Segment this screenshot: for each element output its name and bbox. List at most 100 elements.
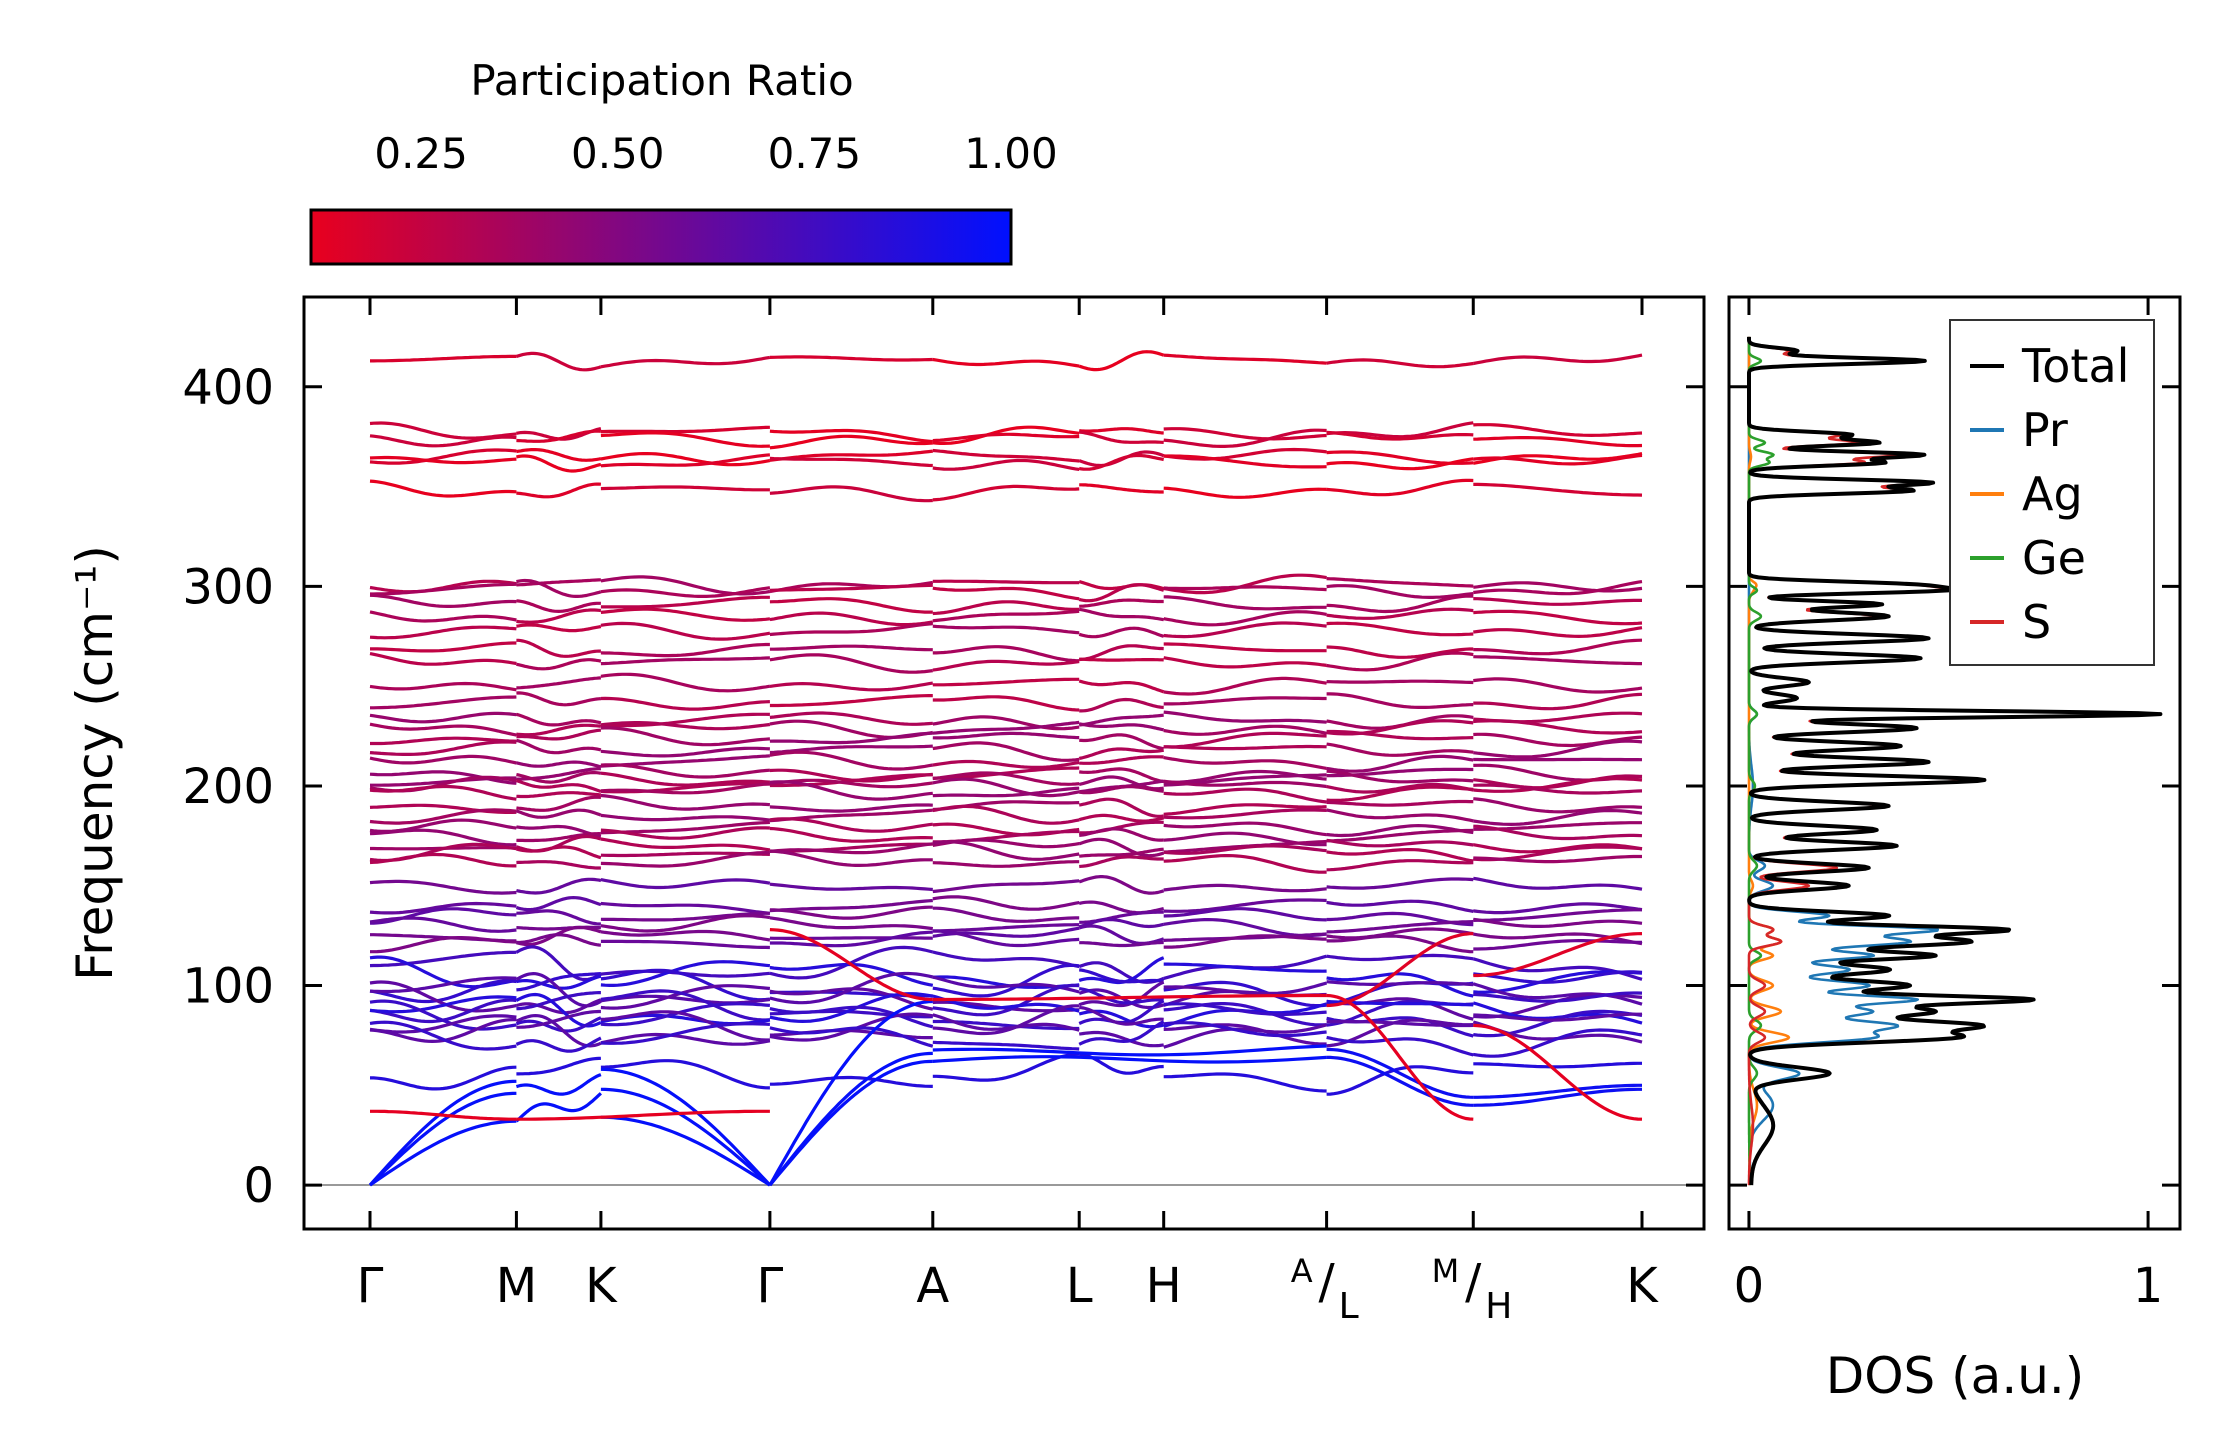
- phonon-band: [932, 357, 1080, 368]
- phonon-band: [600, 968, 771, 1002]
- phonon-band: [932, 677, 1080, 687]
- phonon-band: [600, 453, 771, 468]
- phonon-band: [1163, 486, 1327, 499]
- phonon-band: [932, 975, 1080, 994]
- phonon-band: [1078, 924, 1165, 945]
- phonon-band: [932, 804, 1080, 825]
- phonon-band: [369, 950, 517, 968]
- phonon-band: [369, 1020, 517, 1051]
- acoustic-branch: [932, 1044, 1327, 1057]
- phonon-band: [369, 976, 517, 994]
- acoustic-branch: [600, 1115, 771, 1187]
- acoustic-branch: [600, 1087, 771, 1187]
- phonon-band: [769, 622, 933, 637]
- colorbar: Participation Ratio 0.25 0.50 0.75 1.00: [309, 56, 1058, 266]
- phonon-band: [1163, 1072, 1327, 1093]
- svg-text:/: /: [1465, 1254, 1482, 1310]
- dos-x-tick-label: 0: [1734, 1258, 1765, 1314]
- x-tick-label: Γ: [357, 1258, 384, 1314]
- phonon-band: [1163, 808, 1327, 820]
- phonon-band: [932, 860, 1080, 868]
- phonon-band: [516, 1056, 601, 1076]
- phonon-band: [515, 845, 602, 860]
- phonon-band: [1163, 724, 1327, 736]
- phonon-band: [600, 485, 770, 492]
- phonon-band: [1163, 934, 1327, 949]
- phonon-band: [1473, 991, 1643, 1003]
- phonon-band: [600, 901, 771, 915]
- phonon-band: [769, 780, 933, 801]
- phonon-band: [932, 879, 1080, 894]
- phonon-band: [516, 795, 601, 812]
- phonon-band: [932, 906, 1080, 923]
- y-tick-label: 100: [182, 959, 274, 1015]
- phonon-band: [515, 895, 602, 912]
- phonon-band: [600, 939, 770, 950]
- phonon-band: [369, 448, 517, 465]
- phonon-band: [600, 642, 770, 658]
- phonon-band: [516, 454, 602, 473]
- phonon-band: [769, 1075, 933, 1088]
- phonon-band: [1163, 756, 1327, 770]
- phonon-band: [515, 351, 602, 372]
- legend-label: Pr: [2022, 403, 2068, 457]
- phonon-band: [369, 711, 517, 724]
- phonon-band: [1473, 626, 1643, 639]
- phonon-band: [1326, 877, 1474, 890]
- phonon-band: [1473, 1061, 1642, 1069]
- x-tick-label: M: [496, 1258, 537, 1314]
- acoustic-branch: [1326, 1055, 1474, 1107]
- phonon-band: [1326, 607, 1474, 620]
- phonon-band: [1473, 597, 1642, 606]
- phonon-band: [1078, 837, 1165, 858]
- phonon-band: [1326, 993, 1474, 1121]
- phonon-band: [1473, 482, 1643, 497]
- phonon-band: [769, 905, 933, 920]
- phonon-band: [516, 877, 602, 895]
- phonon-band: [1326, 651, 1474, 672]
- phonon-band: [516, 429, 601, 443]
- phonon-band: [932, 759, 1080, 769]
- svg-text:M: M: [1432, 1252, 1460, 1290]
- phonon-band: [1326, 742, 1474, 757]
- phonon-band: [769, 773, 933, 788]
- phonon-band: [1473, 732, 1643, 748]
- phonon-band: [516, 676, 601, 690]
- phonon-band: [1079, 855, 1164, 869]
- phonon-band: [932, 586, 1080, 601]
- phonon-band: [769, 936, 933, 940]
- phonon-band: [600, 425, 770, 434]
- phonon-band: [1326, 421, 1474, 439]
- dos-curve-ge: [1747, 336, 1775, 1186]
- svg-text:/: /: [1319, 1254, 1336, 1310]
- phonon-band: [516, 658, 602, 671]
- phonon-band: [1163, 980, 1327, 1008]
- phonon-band: [1326, 838, 1474, 848]
- phonon-band: [1078, 583, 1165, 603]
- phonon-band: [600, 712, 770, 728]
- y-tick-label: 300: [182, 559, 274, 615]
- phonon-band: [600, 1059, 770, 1090]
- x-tick-label: K: [585, 1258, 618, 1314]
- phonon-band: [1078, 626, 1165, 639]
- phonon-band: [1473, 902, 1643, 915]
- phonon-band: [1326, 927, 1474, 940]
- phonon-band: [1078, 797, 1164, 818]
- phonon-band: [932, 720, 1080, 735]
- phonon-band: [1326, 808, 1474, 823]
- phonon-band: [516, 623, 602, 633]
- phonon-band: [600, 782, 771, 795]
- phonon-band: [600, 1010, 770, 1042]
- phonon-band: [1473, 580, 1643, 596]
- phonon-band: [1473, 581, 1643, 593]
- phonon-band: [515, 808, 602, 819]
- phonon-band: [1163, 854, 1327, 874]
- phonon-band: [769, 449, 933, 462]
- phonon-band: [1078, 987, 1164, 1005]
- phonon-band: [370, 1065, 517, 1091]
- phonon-band: [1473, 824, 1643, 841]
- phonon-band: [769, 583, 933, 592]
- phonon-band: [932, 484, 1080, 502]
